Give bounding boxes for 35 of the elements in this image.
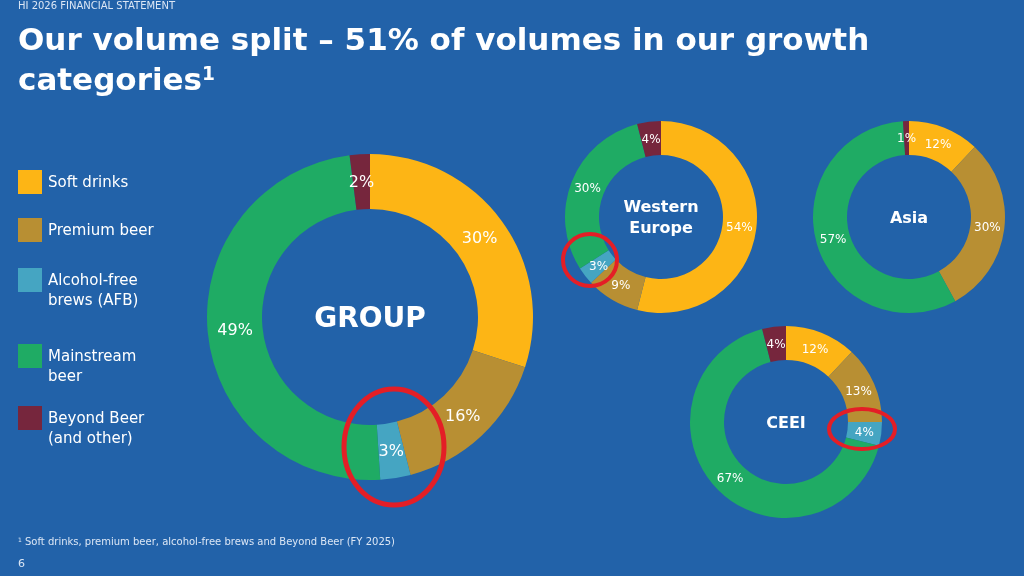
data-label: 4% [854, 425, 874, 440]
text: HI 2026 FINANCIAL STATEMENT [18, 0, 176, 11]
data-label: 3% [589, 258, 609, 273]
data-label: 1% [897, 131, 917, 146]
data-label: 16% [444, 406, 481, 426]
data-label: 3% [378, 441, 404, 461]
data-label: 12% [924, 136, 952, 151]
data-label: 67% [716, 471, 744, 486]
text: Our volume split – 51% of volumes in our growth categories$^{1}$ [18, 21, 870, 97]
data-label: 30% [461, 227, 498, 247]
text: GROUP [314, 300, 426, 334]
data-label: 30% [574, 181, 601, 196]
data-label: 49% [217, 320, 253, 340]
data-label: 13% [845, 383, 872, 398]
donut-slice [786, 326, 852, 377]
text: $^{1}$ Soft drinks, premium beer, alcohol-free brews and Beyond Beer (FY 2025) [18, 535, 396, 547]
legend-label: Beyond Beer (and other) [48, 409, 146, 448]
donut-slice [938, 147, 1005, 302]
text: Asia [889, 207, 929, 227]
text: CEEI [766, 412, 806, 432]
data-label: 12% [801, 341, 829, 356]
data-label: 4% [641, 131, 661, 146]
donut-slice [690, 329, 879, 518]
legend-label: Soft drinks [48, 173, 129, 192]
text: Western Europe [623, 197, 699, 237]
data-label: 4% [766, 336, 786, 351]
legend-label: Alcohol-free brews (AFB) [48, 271, 139, 310]
data-label: 57% [819, 232, 847, 247]
data-label: 54% [726, 220, 753, 235]
legend-label: Premium beer [48, 221, 155, 240]
text: 6 [18, 557, 25, 570]
donut-slice [813, 121, 956, 313]
data-label: 9% [611, 278, 631, 293]
legend-label: Mainstream beer [48, 347, 137, 386]
data-label: 30% [974, 220, 1001, 235]
